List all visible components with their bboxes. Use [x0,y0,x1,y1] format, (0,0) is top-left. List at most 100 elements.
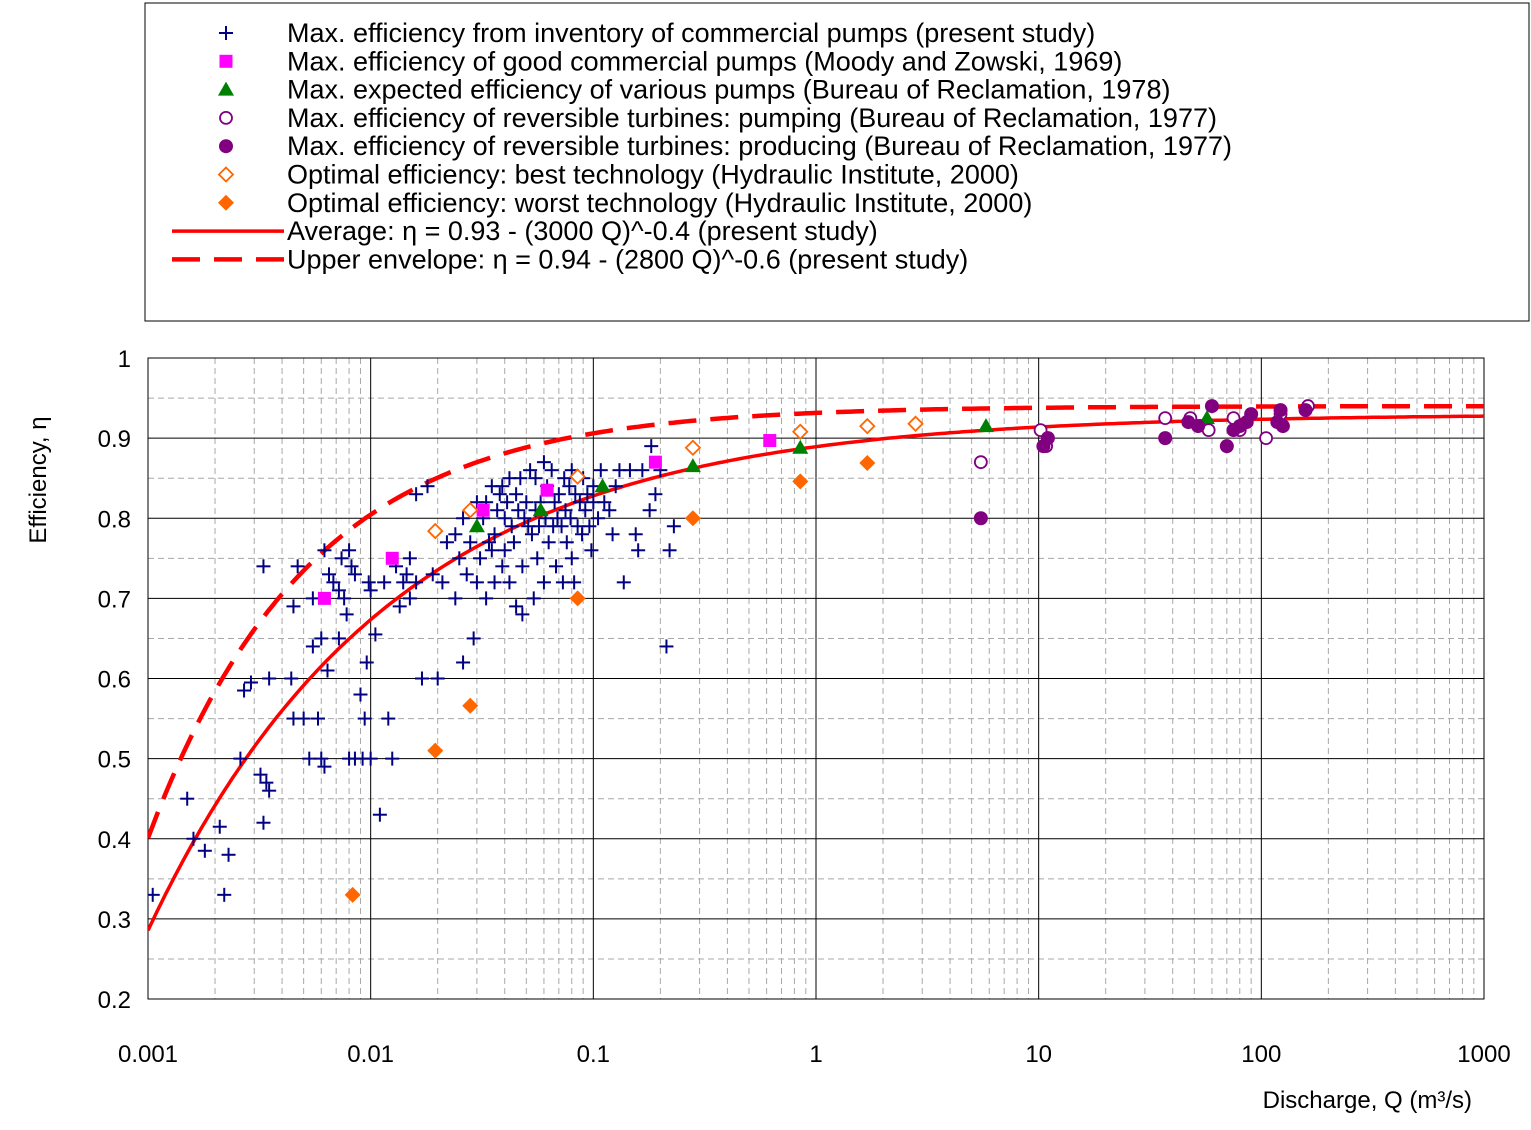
data-point-plus [502,575,517,590]
data-point-plus [495,479,510,494]
data-point-plus [331,583,346,598]
data-point-plus [456,511,471,526]
legend-entry: Max. expected efficiency of various pump… [218,75,1170,105]
data-point-plus [186,831,201,846]
legend: Max. efficiency from inventory of commer… [172,18,1232,274]
data-point-square [763,434,777,448]
data-point-diamond-open [569,468,586,485]
data-point-plus [497,543,512,558]
data-point-plus [536,455,551,470]
data-point-plus [233,751,248,766]
data-point-plus [430,671,445,686]
data-point-plus [490,503,505,518]
data-point-plus [409,487,424,502]
data-point-plus [197,843,212,858]
plot-area [147,357,1485,1000]
data-point-plus [314,751,329,766]
tick-labels: 0.001 0.01 0.1 1 10 100 1000 0.2 0.3 0.4 0.5 0.6 0.7… [98,346,1511,1068]
data-point-plus [515,607,530,622]
data-point-plus [326,575,341,590]
data-point-triangle [218,81,234,96]
data-point-circle [1158,431,1173,446]
data-point-plus [452,551,467,566]
data-point-plus [353,687,368,702]
data-point-plus [584,543,599,558]
data-point-circle [219,139,233,154]
data-point-plus [448,591,463,606]
data-point-plus [392,599,407,614]
y-tick-label: 0.2 [98,987,131,1014]
data-point-plus [256,559,271,574]
data-point-plus [262,783,277,798]
data-point-plus [500,495,515,510]
data-point-plus [558,503,573,518]
data-point-plus [219,26,233,40]
data-point-plus [339,607,354,622]
data-point-plus [469,575,484,590]
data-point-plus [334,551,349,566]
data-point-plus [402,551,417,566]
data-point-plus [409,575,424,590]
data-point-square [476,503,490,517]
data-point-plus [473,551,488,566]
data-point-plus [515,559,530,574]
y-tick-label: 0.9 [98,426,131,453]
data-point-plus [622,463,637,478]
data-point-circle [1204,399,1219,414]
data-point-diamond-open [461,501,479,519]
data-point-circle-open [1259,431,1273,446]
data-point-plus [523,463,538,478]
data-point-plus [148,887,160,902]
data-point-diamond-open [426,522,444,540]
legend-label: Max. efficiency of good commercial pumps… [287,46,1122,76]
data-point-plus [528,471,543,486]
data-point-plus [564,551,579,566]
legend-label: Max. efficiency from inventory of commer… [287,18,1095,48]
data-point-plus [597,495,612,510]
data-point-diamond-open [217,166,235,183]
x-tick-label: 1000 [1457,1041,1510,1068]
data-point-plus [547,495,562,510]
data-point-plus [363,751,378,766]
data-point-plus [519,495,534,510]
data-point-plus [492,487,507,502]
data-point-plus [256,815,271,830]
data-point-plus [562,479,577,494]
average-curve [148,414,1484,932]
data-point-plus [363,583,378,598]
data-point-plus [635,463,650,478]
data-point-square [540,483,554,497]
data-point-plus [509,487,524,502]
data-point-plus [368,627,383,642]
y-tick-label: 0.5 [98,747,131,774]
legend-entry: Optimal efficiency: best technology (Hyd… [217,160,1019,190]
x-tick-label: 0.001 [118,1041,178,1068]
data-point-plus [320,663,335,678]
data-point-plus [385,751,400,766]
data-point-plus [482,535,497,550]
data-point-plus [262,671,277,686]
data-point-circle [1244,407,1259,422]
x-tick-label: 0.1 [577,1041,610,1068]
data-point-plus [342,543,357,558]
data-point-plus [644,439,659,454]
data-point-plus [551,487,566,502]
data-point-plus [377,575,392,590]
data-point-plus [530,551,545,566]
data-point-plus [549,559,564,574]
data-point-plus [484,543,499,558]
data-point-plus [517,511,532,526]
legend-entry: Optimal efficiency: worst technology (Hy… [218,188,1032,218]
data-point-circle [1273,403,1288,418]
legend-entry: Average: η = 0.93 - (3000 Q)^-0.4 (prese… [172,216,878,246]
legend-entry: Max. efficiency of reversible turbines: … [219,103,1217,133]
data-point-plus [511,503,526,518]
data-point-circle [1191,419,1206,434]
x-tick-label: 10 [1025,1041,1052,1068]
data-point-plus [526,591,541,606]
data-point-plus [317,759,332,774]
data-point-plus [347,567,362,582]
legend-label: Average: η = 0.93 - (3000 Q)^-0.4 (prese… [287,216,878,246]
data-point-plus [439,535,454,550]
x-tick-label: 100 [1241,1041,1281,1068]
